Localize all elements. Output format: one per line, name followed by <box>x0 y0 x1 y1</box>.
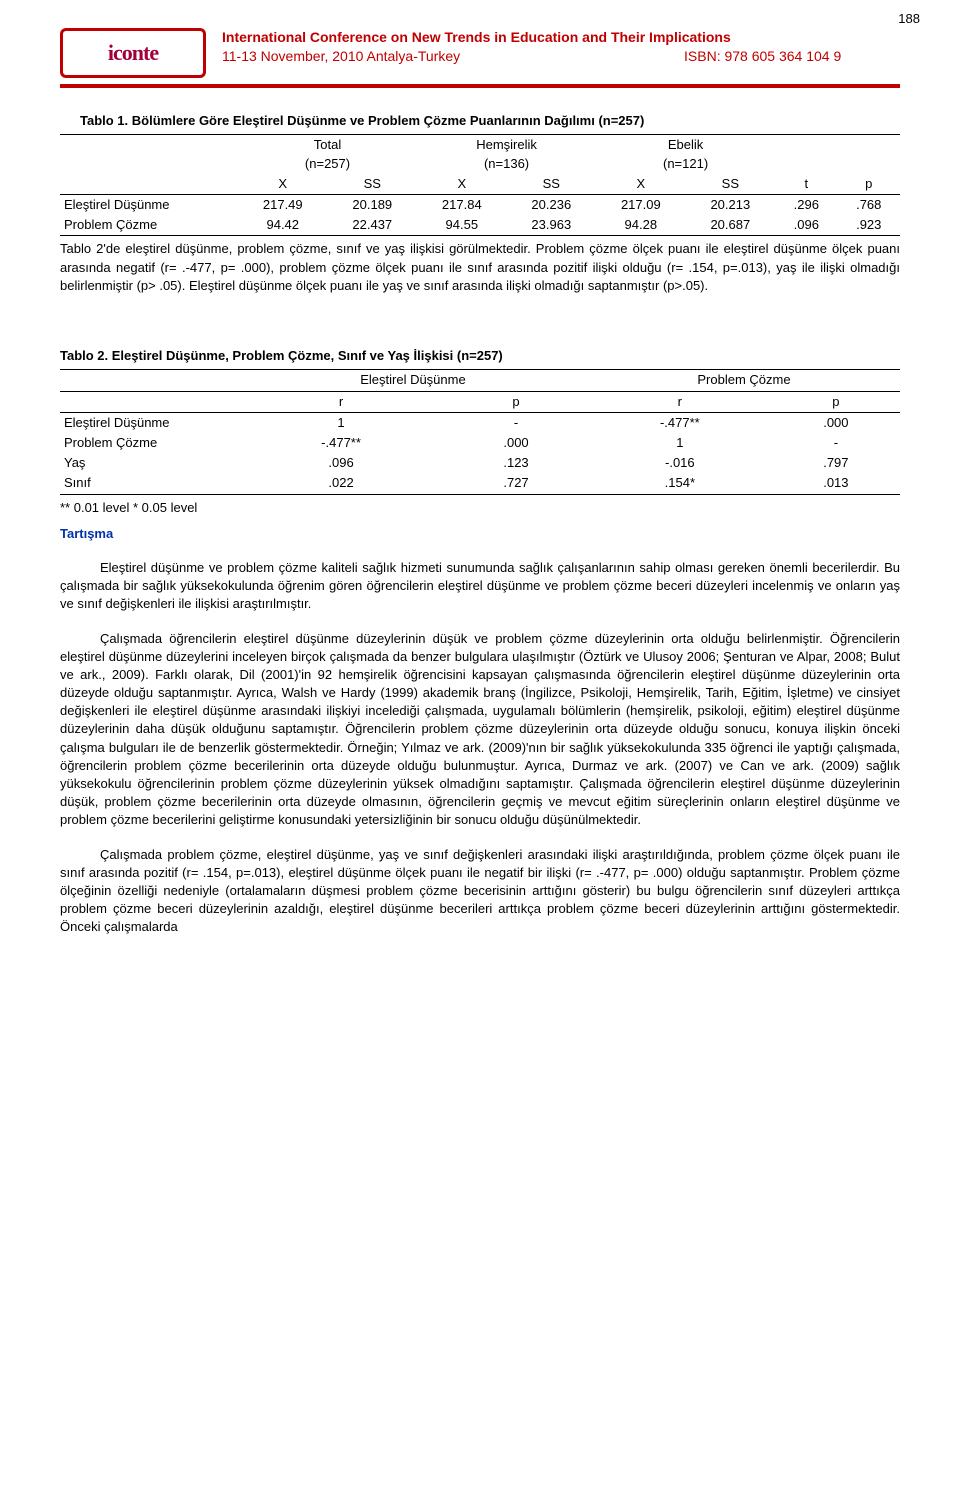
t1-group-hems: Hemşirelik(n=136) <box>417 135 596 174</box>
page-header: iconte International Conference on New T… <box>60 28 900 88</box>
discussion-heading: Tartışma <box>60 525 900 543</box>
table-row: Sınıf .022 .727 .154* .013 <box>60 473 900 494</box>
page-number: 188 <box>60 10 920 28</box>
table1: Total(n=257) Hemşirelik(n=136) Ebelik(n=… <box>60 134 900 236</box>
table-row: Eleştirel Düşünme 217.49 20.189 217.84 2… <box>60 194 900 215</box>
discussion-paragraph-1: Eleştirel düşünme ve problem çözme kalit… <box>60 559 900 614</box>
paragraph-after-table1: Tablo 2'de eleştirel düşünme, problem çö… <box>60 240 900 295</box>
table-row: Problem Çözme 94.42 22.437 94.55 23.963 … <box>60 215 900 236</box>
table2: Eleştirel Düşünme Problem Çözme r p r p … <box>60 369 900 494</box>
header-title: International Conference on New Trends i… <box>222 28 900 46</box>
header-subtitle: 11-13 November, 2010 Antalya-Turkey ISBN… <box>222 46 900 67</box>
t1-group-ebelik: Ebelik(n=121) <box>596 135 775 174</box>
t1-group-total: Total(n=257) <box>238 135 417 174</box>
table1-title: Tablo 1. Bölümlere Göre Eleştirel Düşünm… <box>80 112 880 130</box>
header-text-block: International Conference on New Trends i… <box>222 28 900 67</box>
discussion-paragraph-2: Çalışmada öğrencilerin eleştirel düşünme… <box>60 630 900 830</box>
discussion-paragraph-3: Çalışmada problem çözme, eleştirel düşün… <box>60 846 900 937</box>
table2-title: Tablo 2. Eleştirel Düşünme, Problem Çözm… <box>60 347 900 365</box>
table2-footnote: ** 0.01 level * 0.05 level <box>60 499 900 517</box>
header-isbn: ISBN: 978 605 364 104 9 <box>684 48 841 64</box>
logo-badge: iconte <box>60 28 206 78</box>
table-row: Yaş .096 .123 -.016 .797 <box>60 453 900 473</box>
logo-text: iconte <box>108 38 158 69</box>
table-row: Eleştirel Düşünme 1 - -.477** .000 <box>60 412 900 433</box>
header-date-place: 11-13 November, 2010 Antalya-Turkey <box>222 48 460 64</box>
table-row: Problem Çözme -.477** .000 1 - <box>60 433 900 453</box>
